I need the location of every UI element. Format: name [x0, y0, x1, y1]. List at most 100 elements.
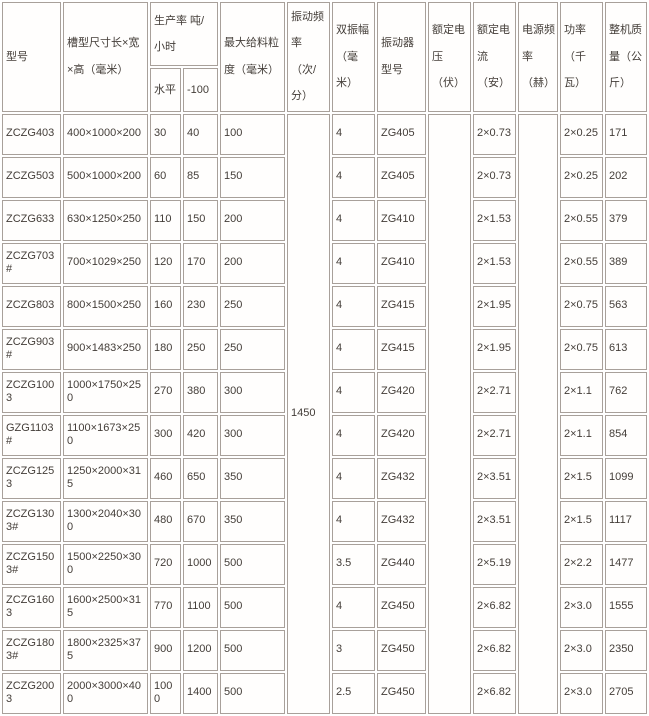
cell-model: ZCZG633	[2, 199, 61, 241]
cell-max-feed-size: 300	[220, 371, 285, 413]
cell-vibrator-model: ZG432	[377, 457, 426, 499]
cell-model: ZCZG703#	[2, 242, 61, 284]
cell-trough-size: 2000×3000×400	[63, 672, 148, 714]
cell-double-amplitude: 4	[332, 242, 375, 284]
cell-capacity-minus100: 1200	[183, 629, 218, 671]
cell-rated-current: 2×0.73	[473, 113, 516, 155]
header-capacity-horizontal: 水平	[150, 68, 181, 112]
cell-trough-size: 400×1000×200	[63, 113, 148, 155]
cell-model: ZCZG803	[2, 285, 61, 327]
cell-capacity-minus100: 420	[183, 414, 218, 456]
header-rated-current: 额定电流（安）	[473, 2, 516, 112]
cell-vibrator-model: ZG415	[377, 285, 426, 327]
cell-power: 2×0.25	[560, 156, 603, 198]
cell-model: ZCZG1603	[2, 586, 61, 628]
cell-rated-current: 2×6.82	[473, 629, 516, 671]
header-vibrator-model: 振动器型号	[377, 2, 426, 112]
cell-rated-current: 2×3.51	[473, 500, 516, 542]
cell-power: 2×1.5	[560, 500, 603, 542]
table-row: ZCZG803 800×1500×250 160 230 250 4 ZG415 2×1.95…	[2, 285, 647, 327]
cell-max-feed-size: 350	[220, 500, 285, 542]
header-capacity-minus100: -100	[183, 68, 218, 112]
cell-capacity-horizontal: 300	[150, 414, 181, 456]
cell-rated-current: 2×5.19	[473, 543, 516, 585]
cell-capacity-minus100: 380	[183, 371, 218, 413]
cell-double-amplitude: 4	[332, 328, 375, 370]
cell-vibrator-model: ZG405	[377, 113, 426, 155]
cell-power-frequency	[518, 113, 558, 714]
cell-capacity-minus100: 1000	[183, 543, 218, 585]
header-machine-weight: 整机质量（公斤）	[605, 2, 647, 112]
cell-trough-size: 1800×2325×375	[63, 629, 148, 671]
table-row: ZCZG903# 900×1483×250 180 250 250 4 ZG415 2×1.9…	[2, 328, 647, 370]
cell-max-feed-size: 250	[220, 328, 285, 370]
cell-machine-weight: 2705	[605, 672, 647, 714]
header-capacity: 生产率 吨/小时	[150, 2, 218, 67]
cell-capacity-minus100: 85	[183, 156, 218, 198]
cell-capacity-horizontal: 460	[150, 457, 181, 499]
cell-trough-size: 1000×1750×250	[63, 371, 148, 413]
cell-capacity-horizontal: 60	[150, 156, 181, 198]
cell-vibrator-model: ZG420	[377, 414, 426, 456]
cell-power: 2×0.75	[560, 285, 603, 327]
cell-vibrator-model: ZG440	[377, 543, 426, 585]
table-row: ZCZG703# 700×1029×250 120 170 200 4 ZG410 2×1.5…	[2, 242, 647, 284]
cell-vibrator-model: ZG450	[377, 586, 426, 628]
cell-vibrator-model: ZG420	[377, 371, 426, 413]
header-vibration-frequency: 振动频率（次/分）	[287, 2, 330, 112]
cell-capacity-horizontal: 770	[150, 586, 181, 628]
cell-max-feed-size: 150	[220, 156, 285, 198]
cell-rated-current: 2×1.95	[473, 285, 516, 327]
cell-double-amplitude: 4	[332, 586, 375, 628]
cell-capacity-minus100: 250	[183, 328, 218, 370]
header-double-amplitude: 双振幅（毫米）	[332, 2, 375, 112]
cell-trough-size: 1300×2040×300	[63, 500, 148, 542]
cell-power: 2×0.55	[560, 199, 603, 241]
cell-max-feed-size: 500	[220, 543, 285, 585]
cell-double-amplitude: 4	[332, 414, 375, 456]
cell-capacity-horizontal: 30	[150, 113, 181, 155]
cell-machine-weight: 202	[605, 156, 647, 198]
cell-max-feed-size: 500	[220, 586, 285, 628]
cell-double-amplitude: 4	[332, 500, 375, 542]
cell-machine-weight: 854	[605, 414, 647, 456]
header-trough-size: 槽型尺寸长×宽×高（毫米）	[63, 2, 148, 112]
cell-trough-size: 1500×2250×300	[63, 543, 148, 585]
cell-capacity-horizontal: 1000	[150, 672, 181, 714]
cell-vibrator-model: ZG415	[377, 328, 426, 370]
cell-capacity-minus100: 150	[183, 199, 218, 241]
cell-double-amplitude: 4	[332, 113, 375, 155]
cell-machine-weight: 563	[605, 285, 647, 327]
cell-capacity-minus100: 40	[183, 113, 218, 155]
cell-rated-current: 2×2.71	[473, 371, 516, 413]
cell-max-feed-size: 200	[220, 199, 285, 241]
table-row: ZCZG633 630×1250×250 110 150 200 4 ZG410 2×1.53…	[2, 199, 647, 241]
cell-rated-current: 2×6.82	[473, 586, 516, 628]
cell-max-feed-size: 200	[220, 242, 285, 284]
cell-max-feed-size: 300	[220, 414, 285, 456]
header-row-1: 型号 槽型尺寸长×宽×高（毫米） 生产率 吨/小时 最大给料粒度（毫米） 振动频…	[2, 2, 647, 112]
cell-capacity-horizontal: 720	[150, 543, 181, 585]
cell-capacity-minus100: 670	[183, 500, 218, 542]
cell-vibration-frequency: 1450	[287, 113, 330, 714]
table-row: ZCZG1253 1250×2000×315 460 650 350 4 ZG432 2×3.…	[2, 457, 647, 499]
cell-power: 2×1.1	[560, 371, 603, 413]
cell-capacity-horizontal: 110	[150, 199, 181, 241]
cell-capacity-horizontal: 270	[150, 371, 181, 413]
cell-machine-weight: 171	[605, 113, 647, 155]
cell-double-amplitude: 4	[332, 457, 375, 499]
cell-double-amplitude: 3	[332, 629, 375, 671]
cell-double-amplitude: 4	[332, 371, 375, 413]
cell-model: ZCZG2003	[2, 672, 61, 714]
cell-model: ZCZG1253	[2, 457, 61, 499]
cell-rated-current: 2×6.82	[473, 672, 516, 714]
cell-max-feed-size: 250	[220, 285, 285, 327]
header-power-frequency: 电源频率（赫）	[518, 2, 558, 112]
cell-max-feed-size: 350	[220, 457, 285, 499]
cell-trough-size: 500×1000×200	[63, 156, 148, 198]
cell-trough-size: 900×1483×250	[63, 328, 148, 370]
cell-power: 2×0.25	[560, 113, 603, 155]
cell-trough-size: 800×1500×250	[63, 285, 148, 327]
cell-max-feed-size: 100	[220, 113, 285, 155]
